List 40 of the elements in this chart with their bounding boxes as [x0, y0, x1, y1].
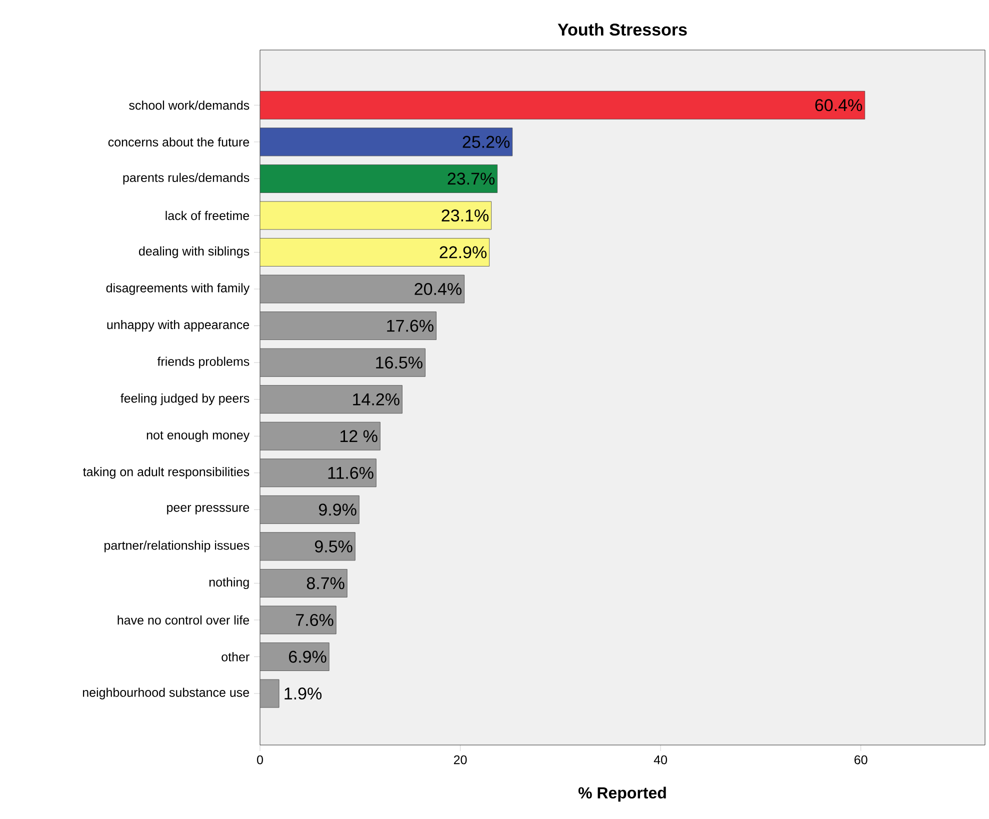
data-label: 8.7% [306, 577, 344, 590]
y-tick-label: peer presssure [167, 505, 250, 514]
y-tick-label: school work/demands [129, 100, 250, 110]
y-tick-label: feeling judged by peers [120, 394, 250, 406]
y-tick-label: nothing [209, 577, 249, 590]
data-label: 23.1% [442, 209, 489, 222]
x-tick-label: 40 [654, 755, 668, 764]
y-tick-label: lack of freetime [166, 210, 250, 220]
y-tick-label: parents rules/demands [123, 172, 250, 185]
y-tick-label: have no control over life [118, 615, 250, 625]
y-tick-label: dealing with siblings [138, 246, 250, 258]
data-label: 1.9% [284, 688, 322, 700]
data-label: 23.7% [448, 172, 495, 185]
y-tick-label: other [222, 652, 250, 662]
y-tick-label: concerns about the future [108, 137, 250, 147]
data-label: 12 % [340, 430, 378, 442]
data-label: 17.6% [387, 320, 434, 332]
y-tick-label: partner/relationship issues [104, 540, 250, 552]
chart-title: Youth Stressors [558, 23, 687, 36]
data-label: 22.9% [440, 246, 487, 258]
x-axis-title: % Reported [578, 786, 666, 802]
x-tick-label: 20 [454, 755, 467, 764]
x-tick-label: 0 [257, 755, 263, 764]
data-label: 14.2% [353, 393, 400, 406]
data-label: 9.5% [314, 540, 352, 552]
data-label: 20.4% [414, 283, 462, 296]
y-tick-label: taking on adult responsibilities [83, 467, 250, 479]
x-tick-label: 60 [854, 755, 868, 764]
data-label: 16.5% [376, 356, 422, 369]
y-tick-label: friends problems [157, 356, 250, 368]
data-label: 6.9% [289, 650, 326, 663]
data-label: 25.2% [462, 136, 510, 148]
data-label: 60.4% [815, 99, 862, 112]
data-label: 9.9% [318, 504, 356, 516]
data-label: 7.6% [296, 614, 334, 626]
y-tick-label: disagreements with family [106, 283, 250, 295]
y-tick-label: not enough money [146, 430, 250, 442]
y-tick-label: neighbourhood substance use [82, 688, 250, 700]
y-tick-label: unhappy with appearance [107, 320, 250, 332]
data-label: 11.6% [328, 466, 374, 479]
